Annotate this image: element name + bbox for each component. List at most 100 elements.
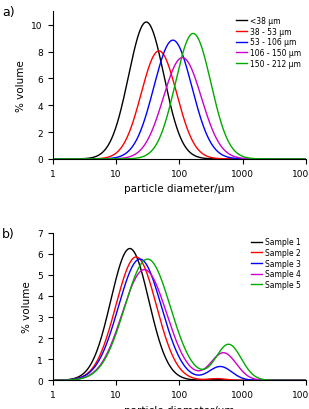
150 - 212 μm xyxy=(299,157,303,162)
38 - 53 μm xyxy=(159,50,163,55)
Text: a): a) xyxy=(2,7,15,19)
150 - 212 μm xyxy=(95,157,98,162)
Sample 5 xyxy=(95,368,98,373)
<38 μm xyxy=(299,157,303,162)
Sample 5 xyxy=(51,378,54,383)
150 - 212 μm xyxy=(272,157,276,162)
Sample 1 xyxy=(80,373,83,378)
Line: Sample 3: Sample 3 xyxy=(53,259,306,380)
150 - 212 μm xyxy=(191,32,195,37)
150 - 212 μm xyxy=(148,151,151,156)
53 - 106 μm xyxy=(159,61,163,65)
<38 μm xyxy=(51,157,54,162)
53 - 106 μm xyxy=(95,157,98,162)
Sample 1 xyxy=(95,350,98,355)
Sample 1 xyxy=(159,343,163,348)
Sample 5 xyxy=(80,376,83,381)
Y-axis label: % volume: % volume xyxy=(16,60,26,112)
Sample 4 xyxy=(159,294,163,299)
Line: 150 - 212 μm: 150 - 212 μm xyxy=(53,34,306,160)
Sample 2 xyxy=(80,375,83,380)
<38 μm xyxy=(145,20,148,25)
Sample 1 xyxy=(148,302,152,307)
Sample 5 xyxy=(304,378,308,383)
Legend: <38 μm, 38 - 53 μm, 53 - 106 μm, 106 - 150 μm, 150 - 212 μm: <38 μm, 38 - 53 μm, 53 - 106 μm, 106 - 1… xyxy=(235,16,302,69)
Sample 2 xyxy=(304,378,308,383)
X-axis label: particle diameter/μm: particle diameter/μm xyxy=(124,184,235,194)
Line: <38 μm: <38 μm xyxy=(53,23,306,160)
<38 μm xyxy=(304,157,308,162)
106 - 150 μm xyxy=(148,134,151,139)
<38 μm xyxy=(80,157,83,162)
106 - 150 μm xyxy=(51,157,54,162)
<38 μm xyxy=(148,23,152,28)
106 - 150 μm xyxy=(272,157,276,162)
Sample 2 xyxy=(134,255,138,260)
150 - 212 μm xyxy=(80,157,83,162)
Line: Sample 1: Sample 1 xyxy=(53,249,306,380)
Sample 3 xyxy=(304,378,308,383)
Sample 4 xyxy=(142,267,146,272)
Legend: Sample 1, Sample 2, Sample 3, Sample 4, Sample 5: Sample 1, Sample 2, Sample 3, Sample 4, … xyxy=(250,237,302,290)
53 - 106 μm xyxy=(304,157,308,162)
Sample 4 xyxy=(95,367,98,372)
Line: 38 - 53 μm: 38 - 53 μm xyxy=(53,52,306,160)
Sample 3 xyxy=(159,302,163,307)
Sample 3 xyxy=(299,378,303,383)
Line: Sample 2: Sample 2 xyxy=(53,257,306,380)
38 - 53 μm xyxy=(272,157,276,162)
Sample 2 xyxy=(51,378,54,383)
38 - 53 μm xyxy=(51,157,54,162)
53 - 106 μm xyxy=(272,157,276,162)
Sample 2 xyxy=(95,360,98,365)
Sample 2 xyxy=(272,378,276,383)
53 - 106 μm xyxy=(148,101,151,106)
Sample 5 xyxy=(299,378,303,383)
Sample 4 xyxy=(304,378,308,383)
Sample 5 xyxy=(148,258,152,263)
150 - 212 μm xyxy=(51,157,54,162)
Line: Sample 5: Sample 5 xyxy=(53,259,306,380)
Sample 2 xyxy=(148,280,152,285)
53 - 106 μm xyxy=(299,157,303,162)
Sample 3 xyxy=(272,378,276,383)
Sample 5 xyxy=(159,276,163,281)
Sample 4 xyxy=(51,378,54,383)
Sample 1 xyxy=(272,378,276,383)
Sample 4 xyxy=(80,376,83,381)
106 - 150 μm xyxy=(180,56,184,61)
38 - 53 μm xyxy=(148,63,151,68)
Sample 3 xyxy=(80,375,83,380)
Sample 1 xyxy=(304,378,308,383)
Sample 3 xyxy=(51,378,54,383)
Line: 53 - 106 μm: 53 - 106 μm xyxy=(53,41,306,160)
Sample 3 xyxy=(138,257,142,262)
Sample 5 xyxy=(146,257,150,262)
Line: 106 - 150 μm: 106 - 150 μm xyxy=(53,58,306,160)
53 - 106 μm xyxy=(80,157,83,162)
Sample 3 xyxy=(95,362,98,367)
53 - 106 μm xyxy=(51,157,54,162)
Sample 4 xyxy=(299,378,303,383)
38 - 53 μm xyxy=(80,157,83,162)
106 - 150 μm xyxy=(304,157,308,162)
Sample 4 xyxy=(272,378,276,383)
Sample 2 xyxy=(159,319,163,324)
Sample 3 xyxy=(148,269,152,274)
Sample 1 xyxy=(128,247,132,252)
150 - 212 μm xyxy=(159,134,163,139)
<38 μm xyxy=(159,59,163,64)
150 - 212 μm xyxy=(304,157,308,162)
Text: b): b) xyxy=(2,227,15,240)
38 - 53 μm xyxy=(304,157,308,162)
38 - 53 μm xyxy=(95,157,98,162)
53 - 106 μm xyxy=(171,38,175,43)
106 - 150 μm xyxy=(80,157,83,162)
Y-axis label: % volume: % volume xyxy=(22,281,32,333)
Sample 1 xyxy=(299,378,303,383)
38 - 53 μm xyxy=(299,157,303,162)
Sample 1 xyxy=(51,378,54,383)
Sample 4 xyxy=(148,271,152,276)
106 - 150 μm xyxy=(299,157,303,162)
X-axis label: particle diameter/μm: particle diameter/μm xyxy=(124,405,235,409)
